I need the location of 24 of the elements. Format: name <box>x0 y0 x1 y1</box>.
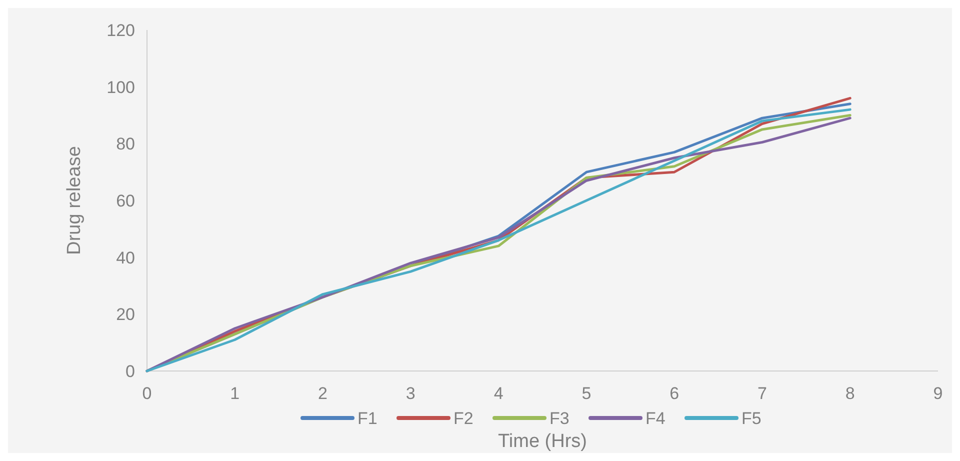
x-tick-label: 5 <box>582 384 592 403</box>
x-tick-label: 4 <box>494 384 504 403</box>
y-axis-title: Drug release <box>64 146 85 255</box>
x-tick-label: 6 <box>670 384 680 403</box>
x-axis-title: Time (Hrs) <box>498 431 587 452</box>
y-tick-label: 0 <box>126 362 135 381</box>
legend-label: F4 <box>646 408 666 428</box>
y-tick-label: 20 <box>116 305 135 324</box>
x-tick-label: 2 <box>318 384 328 403</box>
y-tick-label: 80 <box>116 134 135 154</box>
x-tick-label: 0 <box>142 384 152 403</box>
x-tick-label: 7 <box>757 384 767 403</box>
y-tick-label: 40 <box>116 248 135 268</box>
legend-label: F2 <box>454 408 474 428</box>
x-tick-label: 9 <box>933 384 943 403</box>
y-tick-label: 120 <box>106 20 135 40</box>
x-tick-label: 1 <box>230 384 240 403</box>
x-tick-label: 8 <box>845 384 855 403</box>
y-tick-label: 100 <box>106 78 135 97</box>
y-tick-label: 60 <box>116 191 135 210</box>
x-tick-label: 3 <box>406 384 416 403</box>
legend-label: F3 <box>550 408 570 428</box>
legend-label: F5 <box>742 408 762 428</box>
legend-label: F1 <box>358 408 378 428</box>
